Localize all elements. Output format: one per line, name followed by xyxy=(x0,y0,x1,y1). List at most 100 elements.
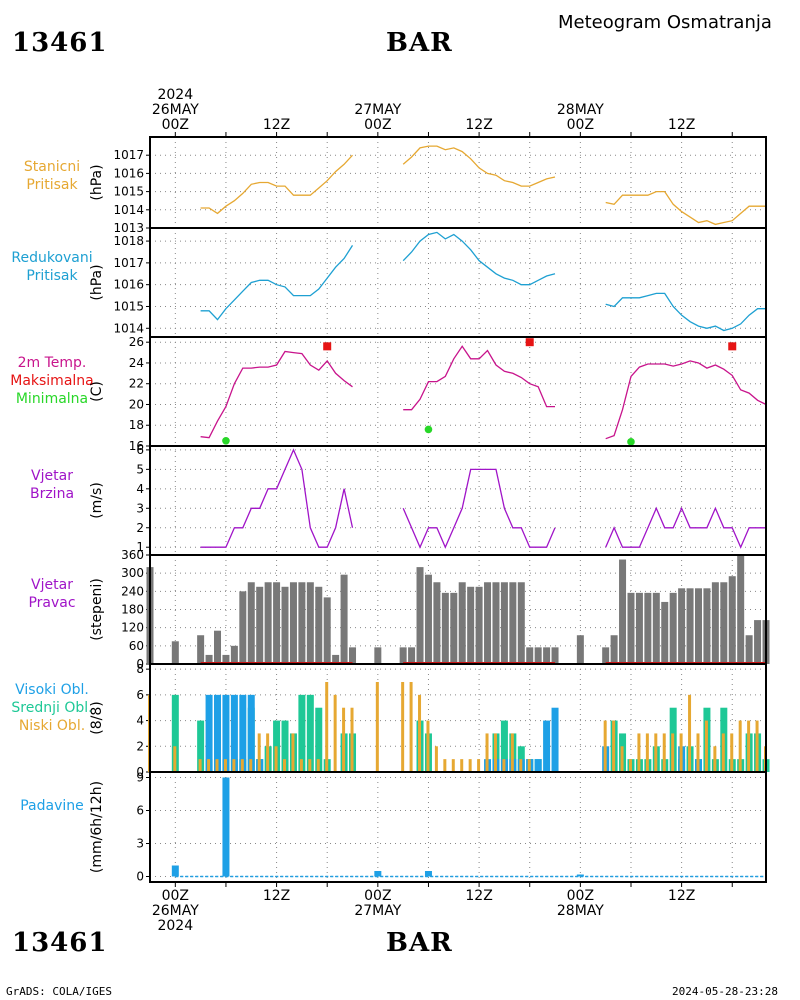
cloud-bar-visoki xyxy=(222,694,230,772)
wind-direction-bar xyxy=(543,647,551,664)
wind-direction-bar xyxy=(399,647,407,664)
wind-direction-bar xyxy=(728,576,736,664)
wind-direction-bar xyxy=(298,582,306,664)
y-tick-label: 2 xyxy=(136,521,144,535)
cloud-bar-niski xyxy=(679,733,683,772)
wind-direction-bar xyxy=(635,592,643,664)
y-tick-label: 1013 xyxy=(113,221,144,235)
y-tick-label: 24 xyxy=(129,356,144,370)
y-tick-label: 1018 xyxy=(113,234,144,248)
reduced_pressure-series-line xyxy=(200,245,354,321)
cloud-bar-niski xyxy=(620,746,624,772)
cloud-bar-visoki xyxy=(551,707,559,772)
y-axis-unit: (hPa) xyxy=(89,264,105,300)
y-tick-label: 9 xyxy=(136,771,144,785)
y-tick-label: 20 xyxy=(129,397,144,411)
cloud-bar-niski xyxy=(316,759,320,772)
wind-direction-bar xyxy=(703,588,711,664)
wind-direction-bar xyxy=(424,574,432,664)
y-axis-unit: (mm/6h/12h) xyxy=(89,781,105,873)
station-name-bottom: BAR xyxy=(386,928,453,958)
top-time-label: 28MAY xyxy=(557,102,604,118)
y-tick-label: 26 xyxy=(129,335,144,349)
station_pressure-series-line xyxy=(605,190,766,226)
wind-direction-bar xyxy=(551,647,559,664)
panel-label: Vjetar xyxy=(31,468,73,484)
cloud-bar-niski xyxy=(409,682,413,772)
wind_speed-series-line xyxy=(402,468,556,549)
cloud-bar-niski xyxy=(266,733,270,772)
wind-direction-bar xyxy=(678,588,686,664)
cloud-bar-niski xyxy=(738,720,742,772)
panel-label: Minimalna xyxy=(16,391,88,407)
cloud-bar-niski xyxy=(468,759,472,772)
wind-direction-bar xyxy=(264,582,272,664)
y-tick-label: 1015 xyxy=(113,299,144,313)
wind_speed-series-line xyxy=(605,506,766,549)
panel-frame xyxy=(149,771,767,883)
panel-label: Pritisak xyxy=(26,268,78,284)
cloud-bar-niski xyxy=(308,759,312,772)
wind-direction-bar xyxy=(247,582,255,664)
y-tick-label: 0 xyxy=(136,870,144,884)
cloud-bar-niski xyxy=(612,720,616,772)
wind-direction-bar xyxy=(576,635,584,664)
wind-direction-bar xyxy=(273,582,281,664)
cloud-bar-niski xyxy=(477,759,481,772)
cloud-bar-niski xyxy=(704,720,708,772)
y-tick-label: 6 xyxy=(136,804,144,818)
cloud-bar-niski xyxy=(342,707,346,772)
wind-direction-bar xyxy=(509,582,517,664)
top-time-label: 12Z xyxy=(668,117,695,133)
y-tick-label: 6 xyxy=(136,688,144,702)
wind-direction-bar xyxy=(408,647,416,664)
cloud-bar-niski xyxy=(628,759,632,772)
y-tick-label: 2 xyxy=(136,739,144,753)
timestamp-text: 2024-05-28-23:28 xyxy=(672,985,778,998)
panel-label: Srednji Obl. xyxy=(11,700,92,716)
cloud-bar-niski xyxy=(350,707,354,772)
cloud-bar-niski xyxy=(291,733,295,772)
y-axis-unit: (C) xyxy=(89,381,105,402)
bottom-time-label: 00Z xyxy=(567,888,594,904)
panel-label: Visoki Obl. xyxy=(15,682,89,698)
panel-label: Vjetar xyxy=(31,577,73,593)
reduced_pressure-series-line xyxy=(402,231,556,286)
cloud-bar-visoki xyxy=(534,759,542,772)
cloud-bar-niski xyxy=(198,759,202,772)
wind-direction-bar xyxy=(332,654,340,664)
cloud-bar-niski xyxy=(527,759,531,772)
wind-direction-bar xyxy=(534,647,542,664)
wind-direction-bar xyxy=(517,582,525,664)
cloud-bar-srednji xyxy=(281,720,289,772)
cloud-bar-niski xyxy=(485,733,489,772)
y-tick-label: 3 xyxy=(136,837,144,851)
y-tick-label: 240 xyxy=(121,584,144,598)
y-tick-label: 0 xyxy=(136,765,144,779)
cloud-bar-srednji xyxy=(517,746,525,772)
temperature-series-line xyxy=(403,345,555,411)
panel-label: 2m Temp. xyxy=(18,355,87,371)
y-tick-label: 1016 xyxy=(113,278,144,292)
cloud-bar-niski xyxy=(493,733,497,772)
chart-title: Meteogram Osmatranja xyxy=(558,12,772,33)
wind-direction-bar xyxy=(222,654,230,664)
cloud-bar-srednji xyxy=(315,707,323,772)
top-time-label: 00Z xyxy=(162,117,189,133)
cloud-bar-niski xyxy=(603,720,607,772)
wind-direction-bar xyxy=(652,592,660,664)
wind-direction-bar xyxy=(467,586,475,664)
panel-label: Pravac xyxy=(28,595,75,611)
precip-bar xyxy=(374,871,382,877)
y-axis-unit: (hPa) xyxy=(89,164,105,200)
y-tick-label: 1014 xyxy=(113,203,144,217)
cloud-bar-niski xyxy=(654,733,658,772)
cloud-bar-niski xyxy=(637,733,641,772)
cloud-bar-niski xyxy=(510,733,514,772)
wind-direction-bar xyxy=(627,592,635,664)
cloud-bar-niski xyxy=(434,746,438,772)
y-axis-unit: (m/s) xyxy=(89,482,105,519)
panel-frame xyxy=(149,445,767,556)
wind-direction-bar xyxy=(315,586,323,664)
